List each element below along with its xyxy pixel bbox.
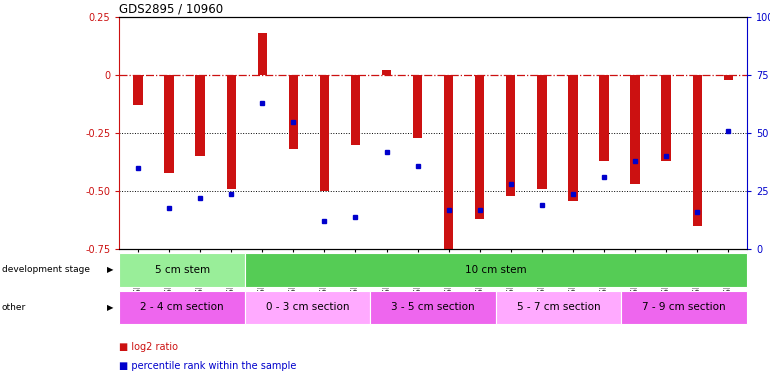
Bar <box>724 75 733 80</box>
Bar <box>119 253 245 287</box>
Bar <box>226 75 236 189</box>
Bar <box>370 291 496 324</box>
Text: other: other <box>2 303 25 312</box>
Bar <box>568 75 578 201</box>
Bar <box>258 33 267 75</box>
Bar <box>537 75 547 189</box>
Text: 2 - 4 cm section: 2 - 4 cm section <box>140 303 224 312</box>
Text: 7 - 9 cm section: 7 - 9 cm section <box>642 303 726 312</box>
Text: 5 - 7 cm section: 5 - 7 cm section <box>517 303 601 312</box>
Text: 10 cm stem: 10 cm stem <box>465 265 527 275</box>
Bar <box>289 75 298 149</box>
Text: ▶: ▶ <box>107 303 113 312</box>
Text: development stage: development stage <box>2 266 89 274</box>
Bar <box>351 75 360 145</box>
Bar <box>621 291 747 324</box>
Text: ▶: ▶ <box>107 266 113 274</box>
Bar <box>692 75 701 226</box>
Text: 0 - 3 cm section: 0 - 3 cm section <box>266 303 350 312</box>
Text: ■ log2 ratio: ■ log2 ratio <box>119 342 179 352</box>
Bar <box>599 75 608 161</box>
Bar <box>382 70 391 75</box>
Bar <box>245 291 370 324</box>
Text: ■ percentile rank within the sample: ■ percentile rank within the sample <box>119 361 296 370</box>
Bar <box>444 75 454 249</box>
Bar <box>661 75 671 161</box>
Bar <box>196 75 205 156</box>
Bar <box>631 75 640 184</box>
Bar <box>496 291 621 324</box>
Bar <box>506 75 515 196</box>
Bar <box>119 291 245 324</box>
Text: 5 cm stem: 5 cm stem <box>155 265 209 275</box>
Bar <box>320 75 329 191</box>
Bar <box>413 75 422 138</box>
Bar <box>165 75 174 172</box>
Bar <box>475 75 484 219</box>
Bar <box>133 75 142 105</box>
Text: 3 - 5 cm section: 3 - 5 cm section <box>391 303 475 312</box>
Bar <box>245 253 747 287</box>
Text: GDS2895 / 10960: GDS2895 / 10960 <box>119 3 223 16</box>
